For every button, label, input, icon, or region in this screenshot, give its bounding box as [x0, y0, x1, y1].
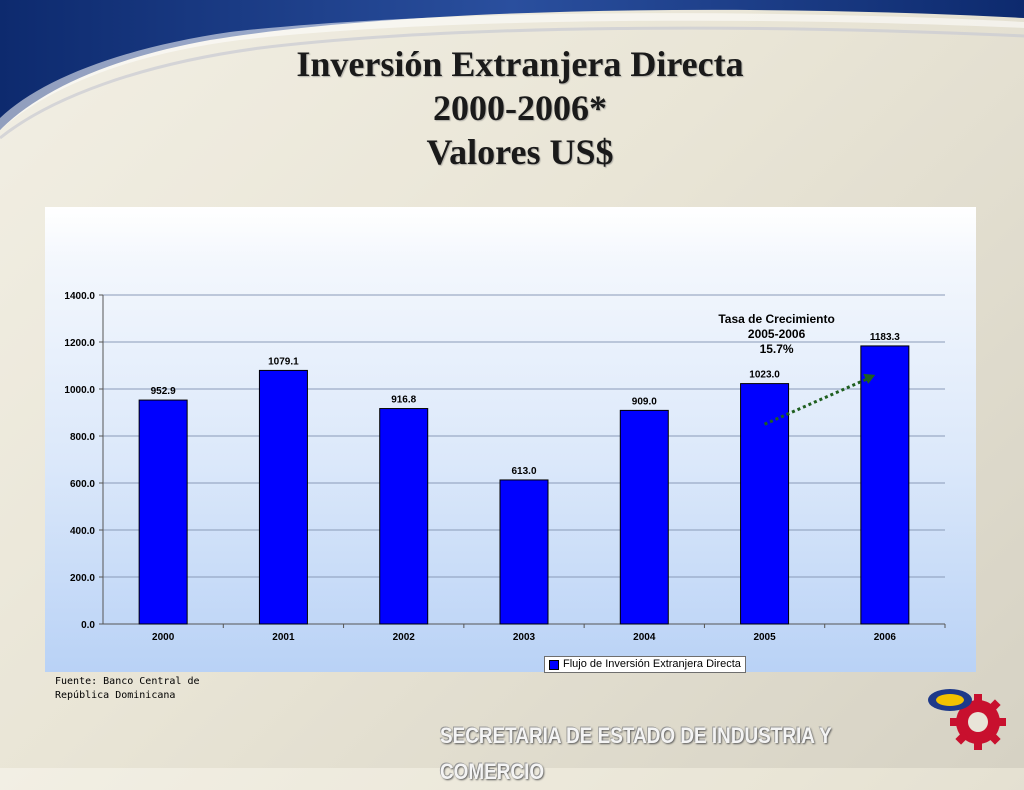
annotation-line-1: Tasa de Crecimiento: [718, 312, 834, 326]
source-line-2: República Dominicana: [55, 690, 176, 701]
bar-2006: [860, 345, 910, 625]
source-line-1: Fuente: Banco Central de: [55, 676, 200, 687]
growth-arrow-head: [863, 373, 876, 384]
title-line-2: 2000-2006*: [433, 88, 607, 128]
y-tick-label: 800.0: [70, 432, 95, 443]
x-tick-label-2001: 2001: [272, 632, 295, 643]
data-label-2004: 909.0: [632, 396, 657, 407]
bar-2000: [138, 399, 188, 625]
chart-legend: Flujo de Inversión Extranjera Directa: [544, 656, 746, 673]
annotation-line-3: 15.7%: [760, 342, 794, 356]
y-tick-label: 600.0: [70, 479, 95, 490]
x-tick-label-2006: 2006: [874, 632, 897, 643]
bar-2002: [379, 408, 429, 625]
data-label-2003: 613.0: [511, 466, 536, 477]
source-note: Fuente: Banco Central de República Domin…: [55, 675, 275, 703]
x-tick-label-2005: 2005: [753, 632, 776, 643]
title-line-1: Inversión Extranjera Directa: [296, 44, 744, 84]
chart-panel: 0.0 200.0 400.0 600.0 800.0 1000.0 1200.0 1400.…: [45, 207, 976, 672]
bar-2001: [258, 369, 308, 625]
data-label-2000: 952.9: [151, 386, 176, 397]
slide-title: Inversión Extranjera Directa 2000-2006* …: [0, 42, 1024, 174]
legend-swatch: [549, 659, 559, 670]
header-banner: [0, 0, 1024, 140]
data-label-2005: 1023.0: [749, 370, 780, 381]
bar-2005: [740, 383, 790, 625]
y-tick-label: 1000.0: [64, 385, 95, 396]
annotation-line-2: 2005-2006: [748, 327, 806, 341]
title-line-3: Valores US$: [426, 132, 614, 172]
footer-organization: SECRETARIA DE ESTADO DE INDUSTRIA Y COME…: [440, 723, 832, 784]
legend-label: Flujo de Inversión Extranjera Directa: [563, 658, 741, 670]
y-tick-label: 1200.0: [64, 338, 95, 349]
bar-2003: [499, 479, 549, 625]
bar-2004: [619, 409, 669, 625]
data-label-2001: 1079.1: [268, 356, 299, 367]
growth-arrow: [763, 377, 868, 426]
y-tick-label: 200.0: [70, 573, 95, 584]
y-tick-label: 400.0: [70, 526, 95, 537]
x-tick-label-2002: 2002: [393, 632, 416, 643]
gear-emblem-icon: [928, 689, 1006, 750]
x-tick-label-2004: 2004: [633, 632, 656, 643]
data-label-2002: 916.8: [391, 395, 416, 406]
x-tick-label-2003: 2003: [513, 632, 536, 643]
y-tick-label: 0.0: [81, 620, 95, 631]
bar-chart: 0.0 200.0 400.0 600.0 800.0 1000.0 1200.0 1400.…: [64, 291, 946, 643]
x-tick-label-2000: 2000: [152, 632, 175, 643]
data-label-2006: 1183.3: [870, 332, 900, 343]
y-tick-label: 1400.0: [64, 291, 95, 302]
